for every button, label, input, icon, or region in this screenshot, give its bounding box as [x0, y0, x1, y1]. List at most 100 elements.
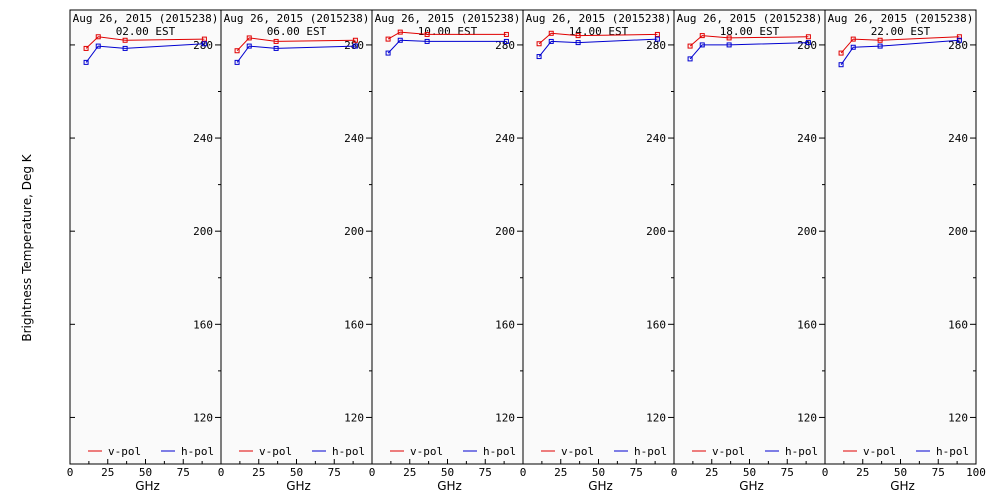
y-tick-label: 200 — [646, 225, 666, 238]
y-tick-label: 280 — [948, 39, 968, 52]
data-point — [201, 41, 207, 47]
series-line-v-pol — [236, 37, 356, 52]
panel-subtitle: 18.00 EST — [720, 25, 780, 38]
x-tick-label: 50 — [894, 466, 907, 479]
plot-frame — [673, 9, 826, 465]
x-tick-label: 50 — [743, 466, 756, 479]
data-point — [385, 50, 391, 56]
data-point — [699, 33, 705, 39]
y-tick-label: 120 — [495, 411, 515, 424]
data-point — [536, 54, 542, 60]
plot-frame — [522, 9, 675, 465]
legend-label: v-pol — [712, 445, 745, 458]
data-point — [352, 43, 358, 49]
series-line-h-pol — [236, 45, 356, 63]
data-point — [726, 42, 732, 48]
data-point — [83, 59, 89, 65]
x-axis-label: GHz — [588, 479, 613, 493]
series-line-h-pol — [840, 39, 960, 65]
y-tick-label: 280 — [495, 39, 515, 52]
x-tick-label: 25 — [403, 466, 416, 479]
data-point — [352, 37, 358, 43]
x-tick-label: 25 — [252, 466, 265, 479]
legend-label: h-pol — [785, 445, 818, 458]
x-tick-label: 0 — [67, 466, 74, 479]
legend-label: h-pol — [483, 445, 516, 458]
y-tick-label: 120 — [344, 411, 364, 424]
panel-2: Aug 26, 2015 (2015238)06.00 EST 120 160 200… — [218, 9, 373, 493]
y-tick-label: 240 — [646, 132, 666, 145]
y-tick-label: 160 — [193, 318, 213, 331]
y-tick-label: 200 — [344, 225, 364, 238]
data-point — [397, 37, 403, 43]
data-point — [877, 43, 883, 49]
x-tick-label: 100 — [966, 466, 986, 479]
x-tick-label: 0 — [520, 466, 527, 479]
y-tick-label: 120 — [646, 411, 666, 424]
plot-frame — [824, 9, 977, 465]
y-tick-label: 160 — [646, 318, 666, 331]
y-tick-label: 280 — [646, 39, 666, 52]
data-point — [246, 43, 252, 49]
series-line-h-pol — [538, 38, 658, 57]
x-tick-label: 0 — [218, 466, 225, 479]
y-tick-label: 200 — [797, 225, 817, 238]
series-line-h-pol — [85, 43, 205, 63]
x-tick-label: 50 — [592, 466, 605, 479]
panel-title: Aug 26, 2015 (2015238) — [677, 12, 823, 25]
x-axis-label: GHz — [135, 479, 160, 493]
panel-title: Aug 26, 2015 (2015238) — [375, 12, 521, 25]
panel-4: Aug 26, 2015 (2015238)14.00 EST120160200… — [520, 9, 675, 493]
x-tick-label: 75 — [932, 466, 945, 479]
y-tick-label: 160 — [797, 318, 817, 331]
data-point — [273, 45, 279, 51]
legend-label: v-pol — [259, 445, 292, 458]
panel-title: Aug 26, 2015 (2015238) — [73, 12, 219, 25]
x-axis-label: GHz — [739, 479, 764, 493]
y-tick-label: 280 — [344, 39, 364, 52]
y-tick-label: 120 — [193, 411, 213, 424]
x-tick-label: 25 — [705, 466, 718, 479]
panel-title: Aug 26, 2015 (2015238) — [526, 12, 672, 25]
legend-label: v-pol — [561, 445, 594, 458]
y-tick-label: 200 — [495, 225, 515, 238]
y-tick-label: 160 — [344, 318, 364, 331]
data-point — [95, 34, 101, 40]
x-tick-label: 50 — [441, 466, 454, 479]
data-point — [424, 38, 430, 44]
panel-title: Aug 26, 2015 (2015238) — [828, 12, 974, 25]
data-point — [246, 35, 252, 41]
legend-label: h-pol — [181, 445, 214, 458]
data-point — [956, 37, 962, 43]
x-tick-label: 75 — [177, 466, 190, 479]
y-tick-label: 280 — [797, 39, 817, 52]
y-tick-label: 240 — [948, 132, 968, 145]
series-line-h-pol — [387, 39, 507, 54]
data-point — [575, 33, 581, 39]
x-tick-label: 75 — [781, 466, 794, 479]
legend-label: h-pol — [332, 445, 365, 458]
data-point — [838, 50, 844, 56]
data-point — [726, 35, 732, 41]
data-point — [687, 56, 693, 62]
legend-label: v-pol — [108, 445, 141, 458]
data-point — [654, 31, 660, 37]
x-tick-label: 25 — [856, 466, 869, 479]
plot-frame — [371, 9, 524, 465]
data-point — [83, 45, 89, 51]
x-axis-label: GHz — [286, 479, 311, 493]
x-tick-label: 75 — [479, 466, 492, 479]
data-point — [95, 43, 101, 49]
x-tick-label: 75 — [630, 466, 643, 479]
panel-subtitle: 02.00 EST — [116, 25, 176, 38]
y-tick-label: 160 — [948, 318, 968, 331]
plot-frame — [220, 9, 373, 465]
series-line-v-pol — [840, 36, 960, 54]
series-line-h-pol — [689, 42, 809, 60]
data-point — [805, 34, 811, 40]
series-line-v-pol — [85, 36, 205, 49]
data-point — [805, 40, 811, 46]
data-point — [699, 42, 705, 48]
